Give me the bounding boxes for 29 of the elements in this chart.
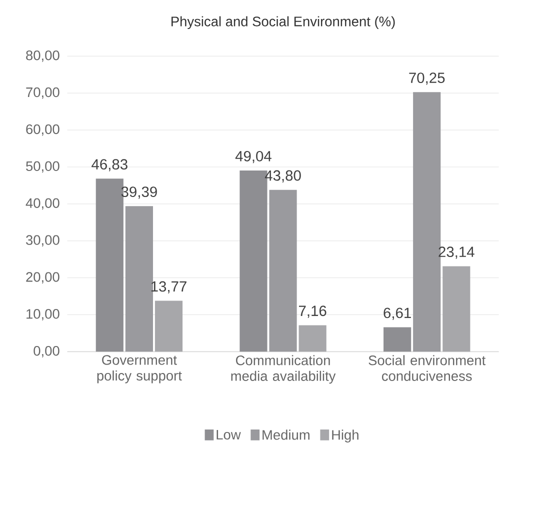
y-tick-label: 40,00 bbox=[26, 198, 60, 210]
data-label: 46,83 bbox=[92, 158, 128, 172]
legend-label: Low bbox=[216, 430, 241, 440]
bar bbox=[125, 206, 153, 352]
y-tick-label: 70,00 bbox=[26, 87, 60, 99]
data-label: 13,77 bbox=[151, 281, 186, 294]
legend-label: High bbox=[332, 430, 358, 442]
data-label: 70,25 bbox=[409, 72, 445, 85]
bar bbox=[442, 266, 470, 352]
y-tick-label: 20,00 bbox=[26, 272, 60, 284]
y-tick-label: 0,00 bbox=[34, 346, 60, 358]
x-tick-label: Social environment conduciveness bbox=[368, 354, 486, 381]
bar bbox=[96, 178, 124, 352]
bar bbox=[298, 325, 326, 352]
y-tick-label: 50,00 bbox=[26, 161, 60, 172]
chart-title: Physical and Social Environment (%) bbox=[172, 16, 395, 29]
y-tick-label: 30,00 bbox=[26, 235, 60, 246]
data-label: 7,16 bbox=[299, 306, 326, 318]
x-tick-label: Government policy support bbox=[97, 354, 182, 384]
data-label: 6,61 bbox=[384, 308, 411, 320]
x-tick-label: Communication media availability bbox=[231, 354, 336, 384]
legend-label: Medium bbox=[262, 430, 310, 440]
data-label: 49,04 bbox=[235, 150, 272, 163]
bar bbox=[154, 300, 183, 352]
y-tick-label: 10,00 bbox=[26, 308, 60, 320]
y-tick-label: 60,00 bbox=[26, 124, 60, 136]
y-tick-label: 80,00 bbox=[26, 50, 60, 62]
bar bbox=[384, 327, 412, 352]
data-label: 23,14 bbox=[438, 246, 474, 259]
